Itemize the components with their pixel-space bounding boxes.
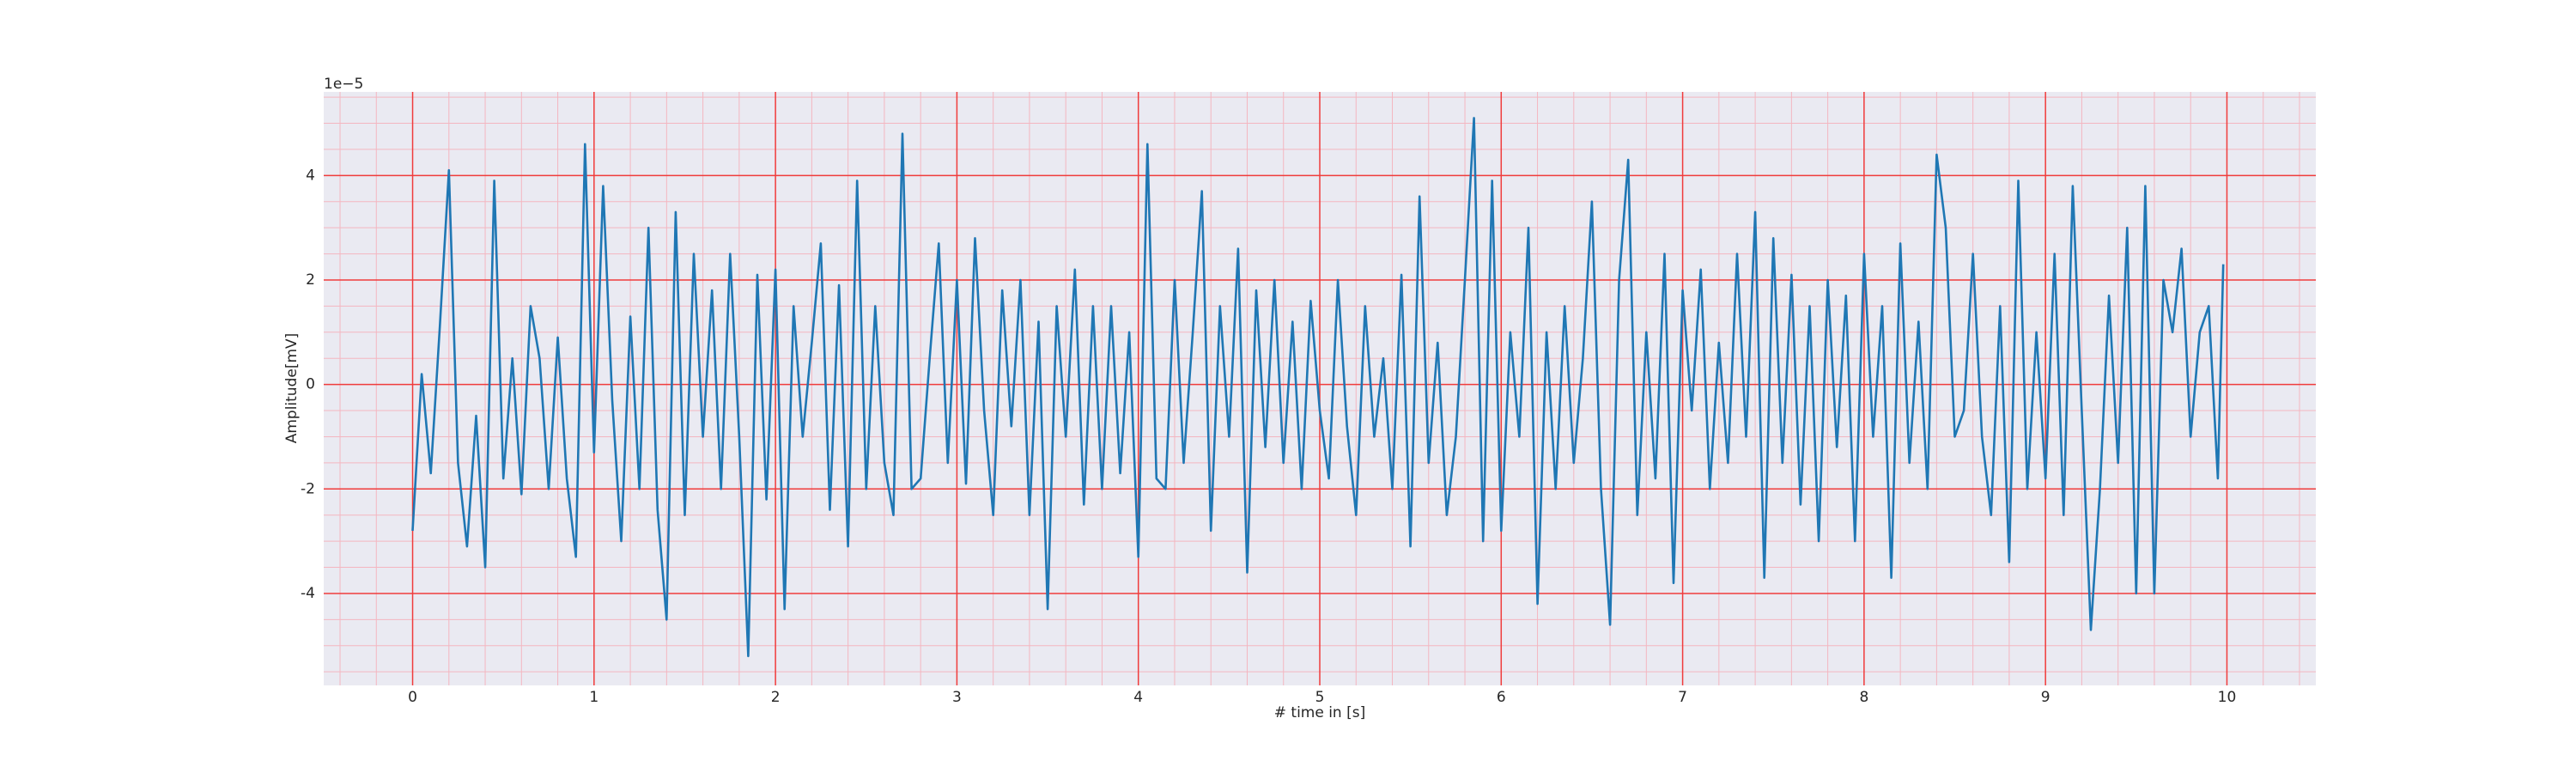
x-tick-label: 8 xyxy=(1859,689,1868,706)
y-tick-label: -4 xyxy=(301,585,315,602)
x-tick-label: 1 xyxy=(589,689,598,706)
y-tick-label: 0 xyxy=(306,376,315,393)
x-tick-label: 5 xyxy=(1315,689,1325,706)
x-tick-label: 10 xyxy=(2218,689,2237,706)
y-tick-label: -2 xyxy=(301,480,315,497)
y-axis-label: Amplitude[mV] xyxy=(283,333,301,444)
x-tick-label: 9 xyxy=(2041,689,2050,706)
y-tick-label: 4 xyxy=(306,167,315,184)
x-tick-label: 3 xyxy=(952,689,962,706)
x-tick-label: 0 xyxy=(408,689,417,706)
x-axis-label: # time in [s] xyxy=(1274,704,1365,721)
x-tick-label: 4 xyxy=(1133,689,1143,706)
x-tick-label: 7 xyxy=(1678,689,1687,706)
signal-line xyxy=(411,117,2225,658)
x-tick-label: 2 xyxy=(771,689,781,706)
offset-label: 1e−5 xyxy=(324,76,363,93)
y-tick-label: 2 xyxy=(306,271,315,289)
x-tick-label: 6 xyxy=(1497,689,1506,706)
